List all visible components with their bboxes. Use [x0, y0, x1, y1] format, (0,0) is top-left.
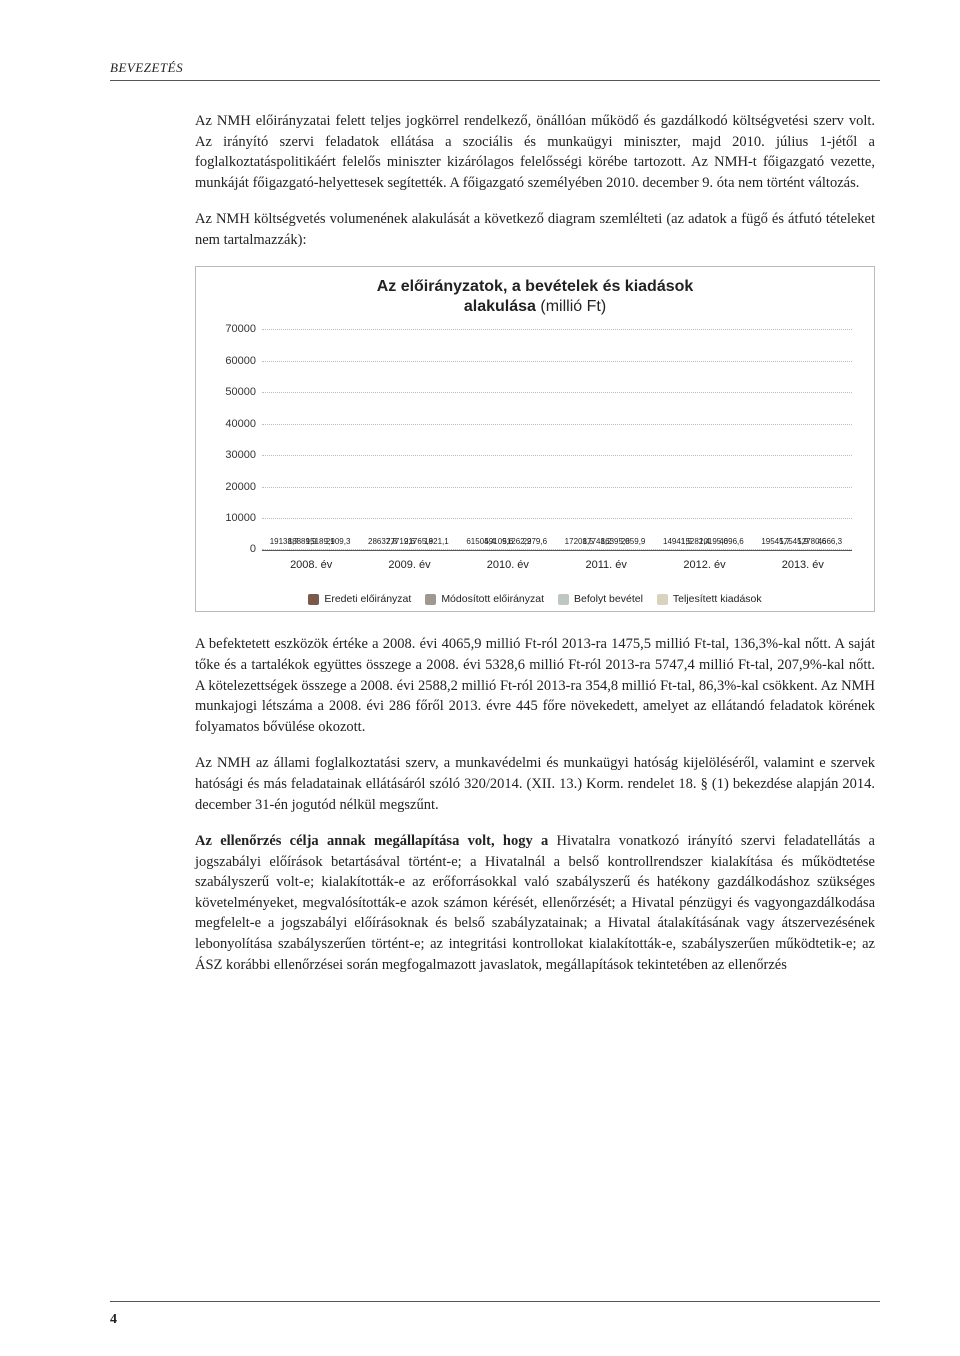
paragraph-audit-purpose: Az ellenőrzés célja annak megállapítása … [195, 831, 875, 975]
chart-title-line2: alakulása [464, 298, 536, 315]
chart-y-label: 20000 [210, 481, 256, 493]
paragraph-intro-2: Az NMH költségvetés volumenének alakulás… [195, 209, 875, 250]
chart-bar-value: 1921,1 [424, 537, 448, 546]
chart-bar-value: 2909,3 [326, 537, 350, 546]
legend-item: Eredeti előirányzat [308, 593, 411, 605]
chart-title-line1: Az előirányzatok, a bevételek és kiadáso… [377, 278, 694, 295]
chart-x-label: 2012. év [655, 559, 753, 571]
chart-y-label: 50000 [210, 386, 256, 398]
chart-container: Az előirányzatok, a bevételek és kiadáso… [195, 266, 875, 612]
chart-x-label: 2011. év [557, 559, 655, 571]
chart-y-label: 10000 [210, 512, 256, 524]
legend-label: Befolyt bevétel [574, 593, 643, 605]
legend-swatch [425, 594, 436, 605]
legend-item: Teljesített kiadások [657, 593, 762, 605]
document-page: BEVEZETÉS Az NMH előirányzatai felett te… [0, 0, 960, 1356]
chart-bar-value: 4696,6 [719, 537, 743, 546]
chart-x-label: 2008. év [262, 559, 360, 571]
chart-y-label: 30000 [210, 449, 256, 461]
chart-bar-value: 4666,3 [818, 537, 842, 546]
chart-y-label: 70000 [210, 323, 256, 335]
legend-item: Befolyt bevétel [558, 593, 643, 605]
legend-label: Teljesített kiadások [673, 593, 762, 605]
audit-purpose-rest: Hivatalra vonatkozó irányító szervi fela… [195, 833, 875, 972]
paragraph-intro-1: Az NMH előirányzatai felett teljes jogkö… [195, 111, 875, 193]
paragraph-assets: A befektetett eszközök értéke a 2008. év… [195, 634, 875, 737]
legend-label: Módosított előirányzat [441, 593, 544, 605]
legend-item: Módosított előirányzat [425, 593, 544, 605]
chart-y-label: 60000 [210, 355, 256, 367]
chart-x-label: 2013. év [754, 559, 852, 571]
chart-title-unit: (millió Ft) [540, 298, 606, 315]
chart-bar-value: 2859,9 [621, 537, 645, 546]
chart-y-label: 0 [210, 543, 256, 555]
legend-swatch [558, 594, 569, 605]
chart-legend: Eredeti előirányzat Módosított előirányza… [210, 593, 860, 605]
paragraph-dissolution: Az NMH az állami foglalkoztatási szerv, … [195, 753, 875, 815]
content-column: Az NMH előirányzatai felett teljes jogkö… [195, 111, 875, 975]
chart-bar-value: 2979,6 [523, 537, 547, 546]
chart-x-axis [262, 550, 852, 551]
legend-swatch [657, 594, 668, 605]
chart-title: Az előirányzatok, a bevételek és kiadáso… [210, 277, 860, 317]
chart-x-label: 2009. év [360, 559, 458, 571]
page-footer: 4 [110, 1301, 880, 1328]
page-number: 4 [110, 1312, 117, 1327]
audit-purpose-bold: Az ellenőrzés célja annak megállapítása … [195, 833, 548, 849]
section-header: BEVEZETÉS [110, 60, 880, 81]
legend-label: Eredeti előirányzat [324, 593, 411, 605]
chart-x-labels: 2008. év2009. év2010. év2011. év2012. év… [262, 559, 852, 571]
chart-x-label: 2010. év [459, 559, 557, 571]
legend-swatch [308, 594, 319, 605]
chart-bar-groups: 19138,718889,915189,12909,328637,827719,… [262, 329, 852, 549]
chart-y-label: 40000 [210, 418, 256, 430]
chart-plot-area: 0 10000 20000 30000 40000 50000 60000 70000 191… [210, 325, 860, 585]
